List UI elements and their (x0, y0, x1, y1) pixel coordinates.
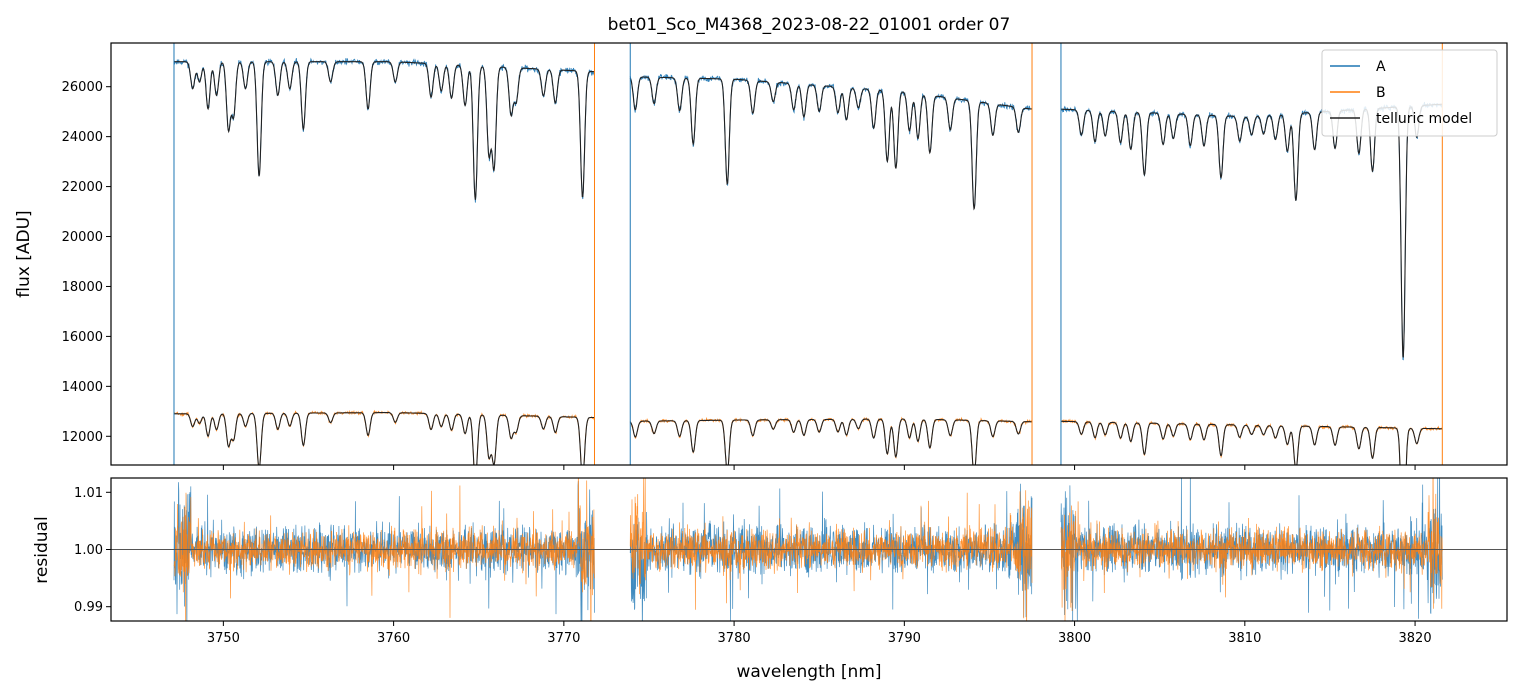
x-tick-label: 3820 (1399, 631, 1432, 646)
y-tick-label: 12000 (62, 430, 103, 445)
x-axis-label: wavelength [nm] (736, 662, 881, 682)
flux-panel: 12000 14000 16000 18000 20000 22000 24000 26000… (14, 42, 1508, 470)
series-a-segment-3 (1060, 101, 1443, 361)
flux-x-ticks (222, 465, 1416, 470)
residual-b-segment-1 (173, 478, 595, 621)
y-tick-label: 0.99 (74, 600, 103, 615)
x-tick-label: 3770 (547, 631, 580, 646)
y-tick-label: 1.01 (74, 486, 103, 501)
y-tick-label: 18000 (62, 280, 103, 295)
residual-panel: 0.99 1.00 1.01 3750 3760 3770 3780 3790 3800 381… (32, 477, 1508, 646)
chart-title: bet01_Sco_M4368_2023-08-22_01001 order 0… (608, 15, 1011, 35)
y-tick-label: 26000 (62, 80, 103, 95)
telluric-model-a-segment-3 (1061, 103, 1443, 358)
y-tick-label: 22000 (62, 180, 103, 195)
residual-b-segment-2 (629, 478, 1033, 621)
y-tick-label: 20000 (62, 230, 103, 245)
x-tick-label: 3800 (1058, 631, 1091, 646)
legend-label-telluric-model: telluric model (1376, 111, 1472, 127)
legend-box (1321, 49, 1498, 137)
x-tick-label: 3780 (718, 631, 751, 646)
residual-a-segment-3 (1060, 478, 1443, 621)
telluric-model-b-segment-2 (629, 418, 1032, 465)
flux-y-axis: 12000 14000 16000 18000 20000 22000 24000 26000 (62, 80, 111, 445)
y-tick-label: 24000 (62, 130, 103, 145)
y-tick-label: 14000 (62, 380, 103, 395)
y-tick-label: 16000 (62, 330, 103, 345)
residual-y-axis: 0.99 1.00 1.01 (74, 486, 111, 615)
x-tick-label: 3790 (888, 631, 921, 646)
flux-panel-frame (110, 42, 1508, 466)
telluric-model-b-segment-1 (174, 412, 595, 465)
legend-label-a: A (1376, 59, 1386, 75)
y-tick-label: 1.00 (74, 543, 103, 558)
telluric-model-a-segment-1 (174, 61, 595, 200)
residual-plot-area (111, 478, 1507, 621)
legend-label-b: B (1376, 85, 1386, 101)
flux-y-axis-label: flux [ADU] (14, 210, 34, 297)
x-tick-label: 3750 (207, 631, 240, 646)
x-tick-label: 3810 (1228, 631, 1261, 646)
residual-y-axis-label: residual (32, 516, 52, 583)
telluric-model-a-segment-2 (629, 76, 1033, 211)
flux-plot-area (173, 43, 1443, 465)
residual-b-segment-3 (1060, 478, 1443, 621)
telluric-model-b-segment-3 (1061, 420, 1443, 465)
residual-x-axis: 3750 3760 3770 3780 3790 3800 3810 3820 (207, 621, 1432, 646)
x-tick-label: 3760 (377, 631, 410, 646)
legend: A B telluric model (1321, 49, 1498, 137)
